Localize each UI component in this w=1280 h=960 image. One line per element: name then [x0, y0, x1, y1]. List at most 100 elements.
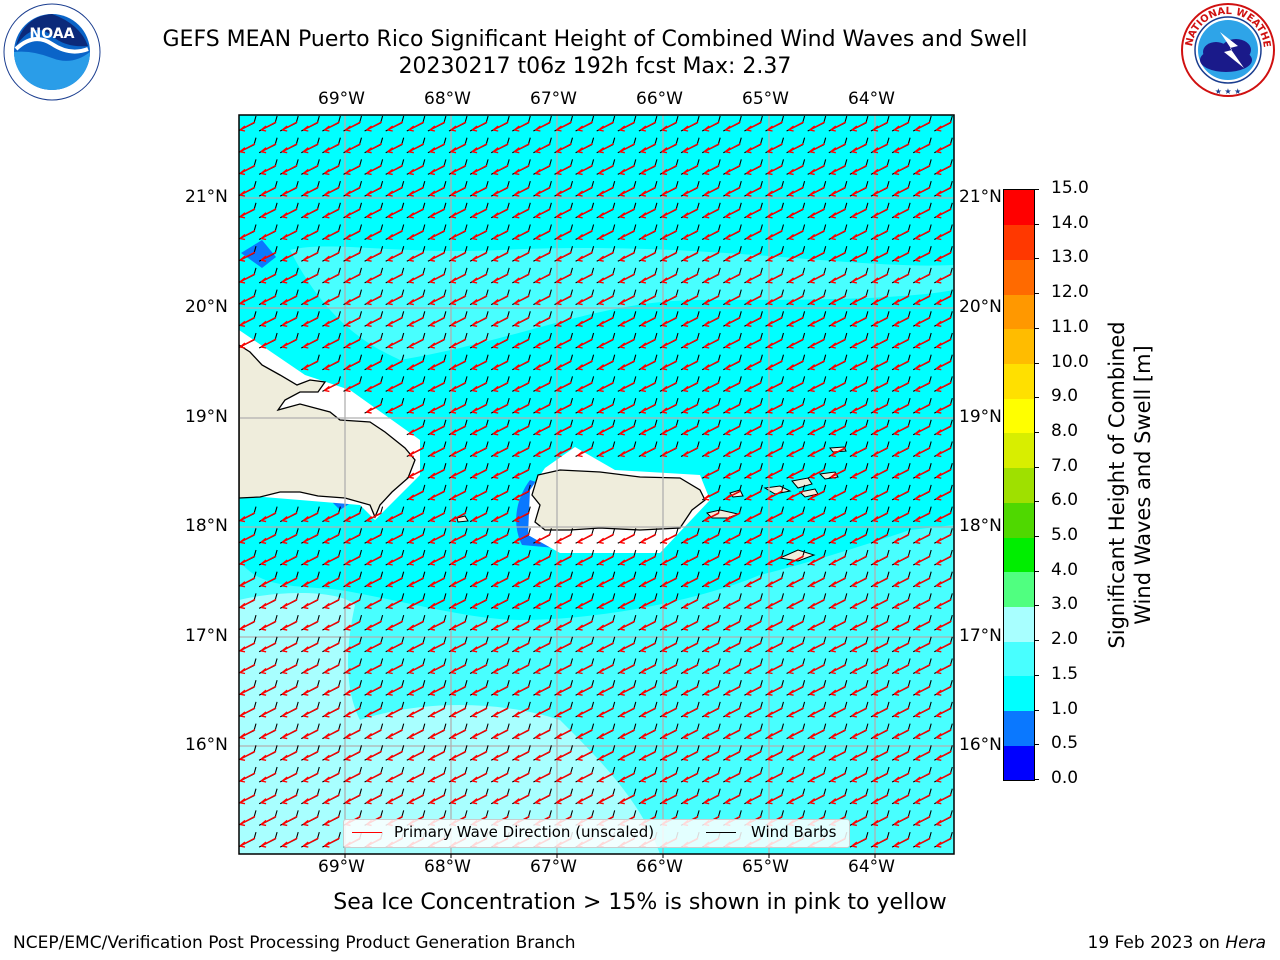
wave-direction-arrow [724, 403, 741, 414]
wind-barb [870, 701, 890, 718]
wind-barb [765, 788, 785, 805]
wave-direction-arrow [471, 772, 488, 783]
wave-direction-arrow [450, 164, 467, 176]
wave-direction-arrow [408, 533, 425, 544]
wind-barb [638, 311, 658, 327]
wave-direction-arrow [872, 815, 889, 827]
wind-barb [301, 571, 320, 588]
wind-barb [659, 723, 679, 740]
wave-direction-arrow [935, 577, 952, 588]
wave-direction-arrow [471, 490, 488, 501]
wave-direction-arrow [661, 620, 678, 631]
wave-direction-arrow [788, 121, 804, 132]
wind-barb [512, 723, 531, 740]
wind-barb [744, 506, 763, 523]
wave-direction-arrow [598, 251, 615, 262]
wind-barb [617, 614, 637, 631]
wave-direction-arrow [682, 208, 699, 219]
wave-direction-arrow [577, 794, 593, 805]
wave-direction-arrow [302, 598, 319, 610]
wind-barb [596, 658, 616, 674]
wind-barb [701, 658, 721, 674]
wind-barb [301, 680, 320, 696]
wind-barb [385, 332, 405, 349]
wave-direction-arrow [598, 360, 615, 371]
wind-barb [701, 571, 721, 588]
wind-barb [448, 571, 468, 588]
wind-barb [364, 311, 384, 327]
wave-direction-arrow [281, 316, 298, 327]
lat-label-left-19n: 19°N [185, 407, 228, 427]
wave-direction-arrow [935, 837, 952, 848]
wave-direction-arrow [302, 164, 319, 176]
colorbar-cell [1004, 641, 1034, 677]
wind-barb [512, 137, 531, 154]
wave-direction-arrow [640, 772, 657, 783]
wind-barb [301, 658, 320, 674]
wave-direction-arrow [767, 425, 783, 436]
wave-direction-arrow [640, 360, 657, 371]
wave-direction-arrow [893, 251, 910, 262]
wind-barb [279, 745, 299, 761]
wind-barb [912, 701, 932, 718]
wind-barb [239, 723, 257, 739]
wind-barb [701, 267, 721, 284]
wave-direction-arrow [471, 403, 488, 414]
wind-barb [533, 658, 552, 674]
wave-direction-arrow [872, 143, 889, 154]
wind-barb [554, 159, 574, 175]
wind-barb [279, 246, 299, 262]
wind-barb [258, 267, 278, 284]
wave-direction-arrow [281, 186, 298, 197]
wave-direction-arrow [260, 273, 277, 284]
wave-direction-arrow [640, 251, 657, 262]
colorbar-tick-mark [1034, 779, 1039, 780]
wind-barb [448, 397, 468, 414]
wave-direction-arrow [682, 338, 699, 349]
wave-direction-arrow [492, 164, 509, 176]
wave-direction-arrow [408, 555, 425, 566]
wave-direction-arrow [851, 294, 868, 306]
wind-barb [765, 745, 785, 761]
wind-barb [659, 701, 679, 718]
wind-barb [807, 267, 827, 284]
wind-barb [870, 549, 890, 566]
wind-barb [659, 766, 679, 783]
wave-direction-arrow [830, 598, 847, 610]
wind-barb [807, 701, 827, 718]
wind-barb [554, 788, 574, 805]
wind-barb [701, 484, 721, 501]
wave-direction-arrow [323, 164, 340, 176]
wind-barb [934, 680, 953, 696]
wind-barb [406, 614, 426, 631]
wind-barb [427, 463, 447, 479]
wind-barb [744, 614, 763, 631]
wave-direction-arrow [366, 685, 382, 696]
lon-label-top-69w: 69°W [318, 89, 365, 109]
wave-direction-arrow [767, 490, 783, 501]
wave-direction-arrow [556, 685, 572, 696]
wind-barb [786, 376, 806, 392]
wind-barb [469, 311, 489, 327]
wind-barb [744, 658, 763, 674]
wind-barb [786, 202, 806, 219]
wind-barb [512, 506, 531, 523]
wind-barb [343, 571, 363, 588]
wind-barb [343, 528, 363, 544]
wave-direction-arrow [281, 121, 298, 132]
wave-direction-arrow [429, 403, 446, 414]
wind-barb [849, 267, 869, 284]
wind-barb [343, 701, 363, 718]
wind-barb [828, 137, 848, 154]
wind-barb [490, 463, 510, 479]
wind-barb [891, 137, 911, 154]
wave-direction-arrow [872, 490, 889, 501]
wave-direction-arrow [366, 728, 382, 740]
wind-barb [239, 810, 257, 826]
wave-direction-arrow [450, 728, 467, 740]
wave-direction-arrow [239, 186, 256, 197]
wind-barb [701, 593, 721, 609]
wave-direction-arrow [281, 555, 298, 566]
wave-direction-arrow [366, 533, 382, 544]
wave-direction-arrow [703, 620, 720, 631]
